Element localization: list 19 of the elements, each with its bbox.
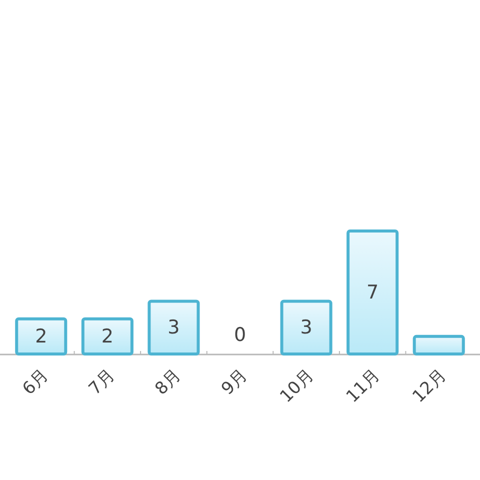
bar xyxy=(15,317,68,356)
bar xyxy=(280,300,332,356)
bar xyxy=(346,230,399,356)
data-label: 3 xyxy=(168,316,180,339)
data-label: 2 xyxy=(35,325,48,348)
data-label: 7 xyxy=(366,282,379,304)
x-tick-label: 6月 xyxy=(18,365,53,400)
x-tick-label: 9月 xyxy=(218,365,252,400)
x-tick-label: 7月 xyxy=(85,365,119,400)
bar xyxy=(412,334,465,356)
x-tick-label: 10月 xyxy=(276,365,318,407)
bar xyxy=(81,317,134,356)
data-label: 0 xyxy=(234,324,246,346)
x-tick-label: 8月 xyxy=(151,365,186,400)
x-tick-label: 12月 xyxy=(408,365,450,407)
bar xyxy=(148,300,200,356)
x-tick-label: 11月 xyxy=(342,365,384,407)
data-label: 3 xyxy=(300,316,312,339)
data-label: 2 xyxy=(101,325,114,348)
